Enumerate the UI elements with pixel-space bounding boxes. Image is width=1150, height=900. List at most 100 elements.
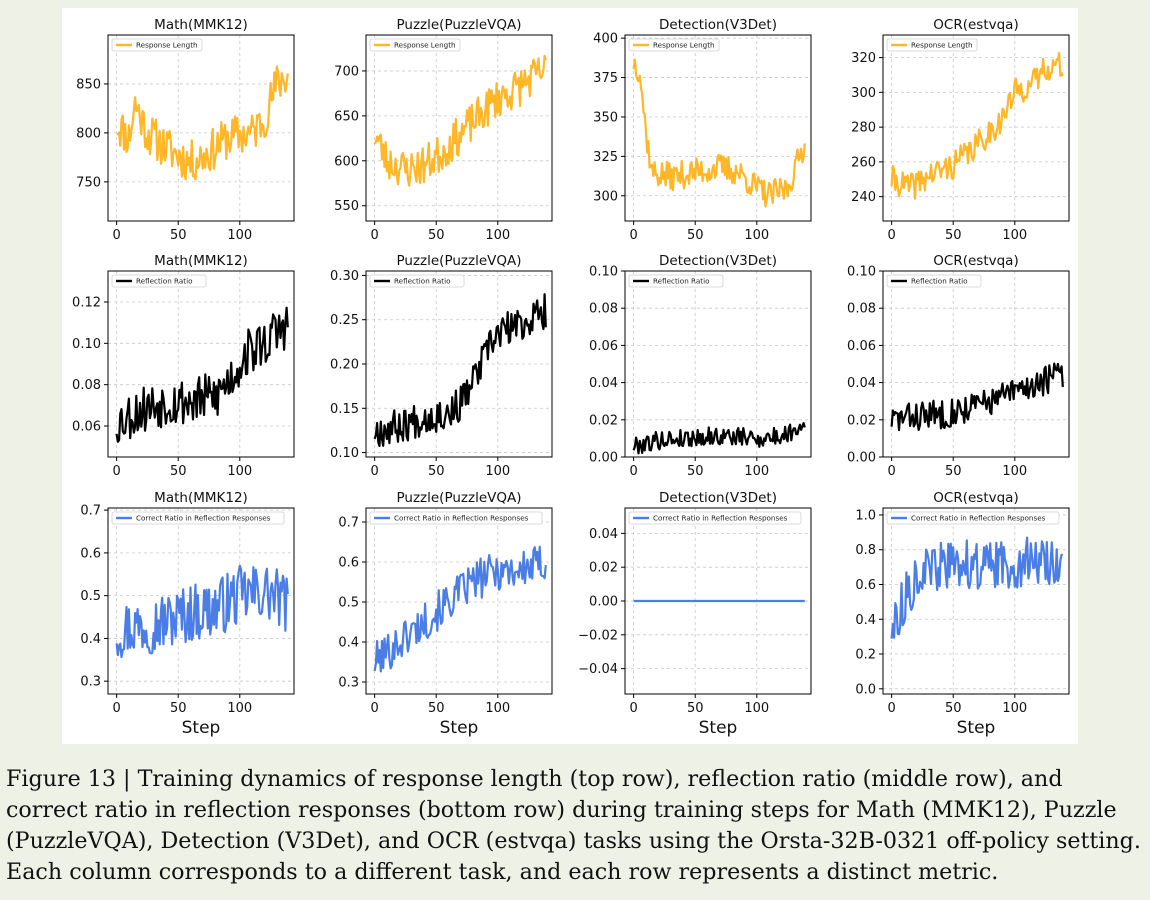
series-line (632, 58, 806, 208)
chart-title: Math(MMK12) (154, 17, 248, 33)
y-tick-label: 0.00 (847, 451, 876, 466)
x-tick-label: 50 (687, 701, 704, 716)
axes-frame (882, 34, 1070, 222)
y-tick-label: 0.3 (338, 676, 359, 691)
x-tick-label: 50 (170, 464, 187, 479)
y-tick-label: 0.06 (72, 420, 101, 435)
axes-frame (624, 34, 812, 222)
y-tick-label: 0.7 (338, 516, 359, 531)
y-tick-label: 0.12 (72, 296, 101, 311)
y-tick-label: 0.10 (589, 265, 618, 280)
x-tick-label: 100 (744, 701, 769, 716)
y-tick-label: 0.06 (847, 339, 876, 354)
y-tick-label: 0.04 (847, 376, 876, 391)
x-tick-label: 100 (744, 228, 769, 243)
chart-1-2: 0 50 100 0.00 0.02 0.04 0.06 0.08 0.10 Detection(… (589, 253, 812, 479)
series-line (373, 54, 547, 187)
x-tick-label: 50 (687, 228, 704, 243)
y-tick-label: 0.8 (855, 543, 876, 558)
y-tick-label: 0.20 (330, 358, 359, 373)
legend-label: Response Length (394, 41, 456, 50)
y-tick-label: 0.10 (330, 446, 359, 461)
legend-box (369, 511, 543, 525)
chart-title: Puzzle(PuzzleVQA) (396, 490, 521, 506)
x-tick-label: 100 (1002, 464, 1027, 479)
x-tick-label: 50 (687, 464, 704, 479)
x-axis-label: Step (440, 718, 479, 738)
x-tick-label: 0 (887, 464, 895, 479)
legend-label: Correct Ratio in Reflection Responses (911, 514, 1046, 523)
legend: Reflection Ratio (886, 274, 982, 288)
x-tick-label: 50 (945, 701, 962, 716)
legend-box (886, 511, 1060, 525)
y-tick-label: 0.0 (855, 682, 876, 697)
y-tick-label: 280 (851, 121, 876, 136)
series-line (890, 51, 1064, 200)
legend: Correct Ratio in Reflection Responses (369, 511, 543, 525)
legend-box (369, 274, 465, 288)
y-tick-label: 550 (334, 199, 359, 214)
series-line (116, 65, 289, 181)
legend-label: Response Length (653, 41, 715, 50)
x-tick-label: 100 (485, 228, 510, 243)
y-tick-label: 0.5 (338, 596, 359, 611)
x-tick-label: 0 (112, 464, 120, 479)
y-tick-label: 0.2 (855, 648, 876, 663)
y-tick-label: 0.4 (80, 632, 101, 647)
x-tick-label: 0 (370, 701, 378, 716)
legend-label: Reflection Ratio (136, 277, 193, 286)
chart-title: Detection(V3Det) (659, 253, 777, 269)
y-tick-label: 0.06 (589, 339, 618, 354)
y-tick-label: 1.0 (855, 508, 876, 523)
x-tick-label: 0 (629, 464, 637, 479)
y-tick-label: 0.5 (80, 589, 101, 604)
axes-frame (882, 270, 1070, 458)
y-tick-label: 320 (851, 51, 876, 66)
y-tick-label: 0.08 (72, 378, 101, 393)
x-axis-label: Step (957, 718, 996, 738)
x-tick-label: 0 (370, 464, 378, 479)
y-tick-label: 0.6 (338, 556, 359, 571)
x-tick-label: 50 (170, 701, 187, 716)
chart-title: Detection(V3Det) (659, 490, 777, 506)
y-tick-label: 0.04 (589, 527, 618, 542)
y-tick-label: 0.4 (338, 636, 359, 651)
y-tick-label: 300 (593, 189, 618, 204)
x-tick-label: 100 (227, 228, 252, 243)
x-tick-label: 0 (370, 228, 378, 243)
y-tick-label: 0.3 (80, 675, 101, 690)
y-tick-label: 400 (593, 32, 618, 47)
y-tick-label: 0.04 (589, 376, 618, 391)
series-line (632, 422, 806, 455)
legend: Response Length (111, 38, 203, 52)
series-line (890, 362, 1064, 432)
y-tick-label: 300 (851, 86, 876, 101)
legend: Reflection Ratio (628, 274, 724, 288)
legend: Response Length (369, 38, 461, 52)
x-tick-label: 0 (112, 228, 120, 243)
axes-frame (107, 507, 295, 695)
y-tick-label: 850 (76, 77, 101, 92)
legend-box (628, 274, 724, 288)
y-tick-label: 0.10 (847, 265, 876, 280)
x-tick-label: 100 (744, 464, 769, 479)
legend-label: Correct Ratio in Reflection Responses (136, 514, 271, 523)
x-tick-label: 50 (428, 464, 445, 479)
y-tick-label: 0.30 (330, 269, 359, 284)
x-tick-label: 50 (170, 228, 187, 243)
y-tick-label: 240 (851, 190, 876, 205)
x-tick-label: 100 (485, 701, 510, 716)
axes-frame (107, 34, 295, 222)
x-tick-label: 50 (945, 464, 962, 479)
x-tick-label: 50 (428, 228, 445, 243)
legend: Response Length (886, 38, 978, 52)
x-tick-label: 100 (1002, 228, 1027, 243)
x-tick-label: 0 (112, 701, 120, 716)
legend: Reflection Ratio (111, 274, 207, 288)
x-axis-label: Step (699, 718, 738, 738)
chart-title: Detection(V3Det) (659, 17, 777, 33)
y-tick-label: 700 (334, 64, 359, 79)
x-tick-label: 100 (1002, 701, 1027, 716)
legend: Correct Ratio in Reflection Responses (111, 511, 285, 525)
legend-box (886, 38, 978, 52)
